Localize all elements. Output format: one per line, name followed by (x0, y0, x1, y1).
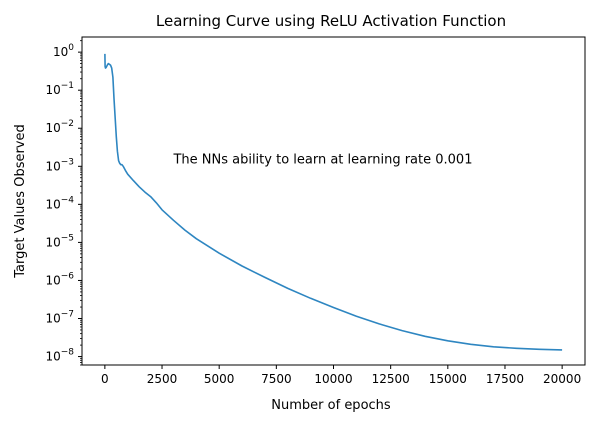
x-tick-label: 5000 (204, 372, 235, 386)
x-tick-label: 12500 (372, 372, 410, 386)
x-tick-label: 2500 (147, 372, 178, 386)
x-tick-label: 0 (101, 372, 109, 386)
y-tick-label: 10−6 (45, 271, 74, 287)
x-axis-label: Number of epochs (271, 398, 391, 413)
x-tick-label: 7500 (261, 372, 292, 386)
plot-frame (81, 36, 586, 366)
y-axis-label: Target Values Observed (13, 124, 28, 279)
y-tick-label: 10−2 (45, 119, 74, 135)
series-line (104, 53, 563, 351)
x-tick-label: 15000 (429, 372, 467, 386)
y-tick-label: 10−4 (45, 195, 74, 211)
y-tick-label: 10−8 (45, 348, 74, 364)
x-tick-label: 20000 (543, 372, 581, 386)
y-tick-label: 10−3 (45, 157, 74, 173)
chart-annotation: The NNs ability to learn at learning rat… (172, 153, 472, 168)
y-tick-label: 10−1 (45, 81, 74, 97)
x-tick-label: 17500 (486, 372, 524, 386)
chart-title: Learning Curve using ReLU Activation Fun… (156, 12, 506, 30)
y-tick-label: 10−5 (45, 233, 74, 249)
y-tick-label: 10−7 (45, 310, 74, 326)
plot-area: 0 2500 5000 7500 10000 12500 15000 17500 20000 10… (45, 36, 586, 386)
y-tick-label: 100 (53, 43, 74, 59)
x-tick-label: 10000 (314, 372, 352, 386)
